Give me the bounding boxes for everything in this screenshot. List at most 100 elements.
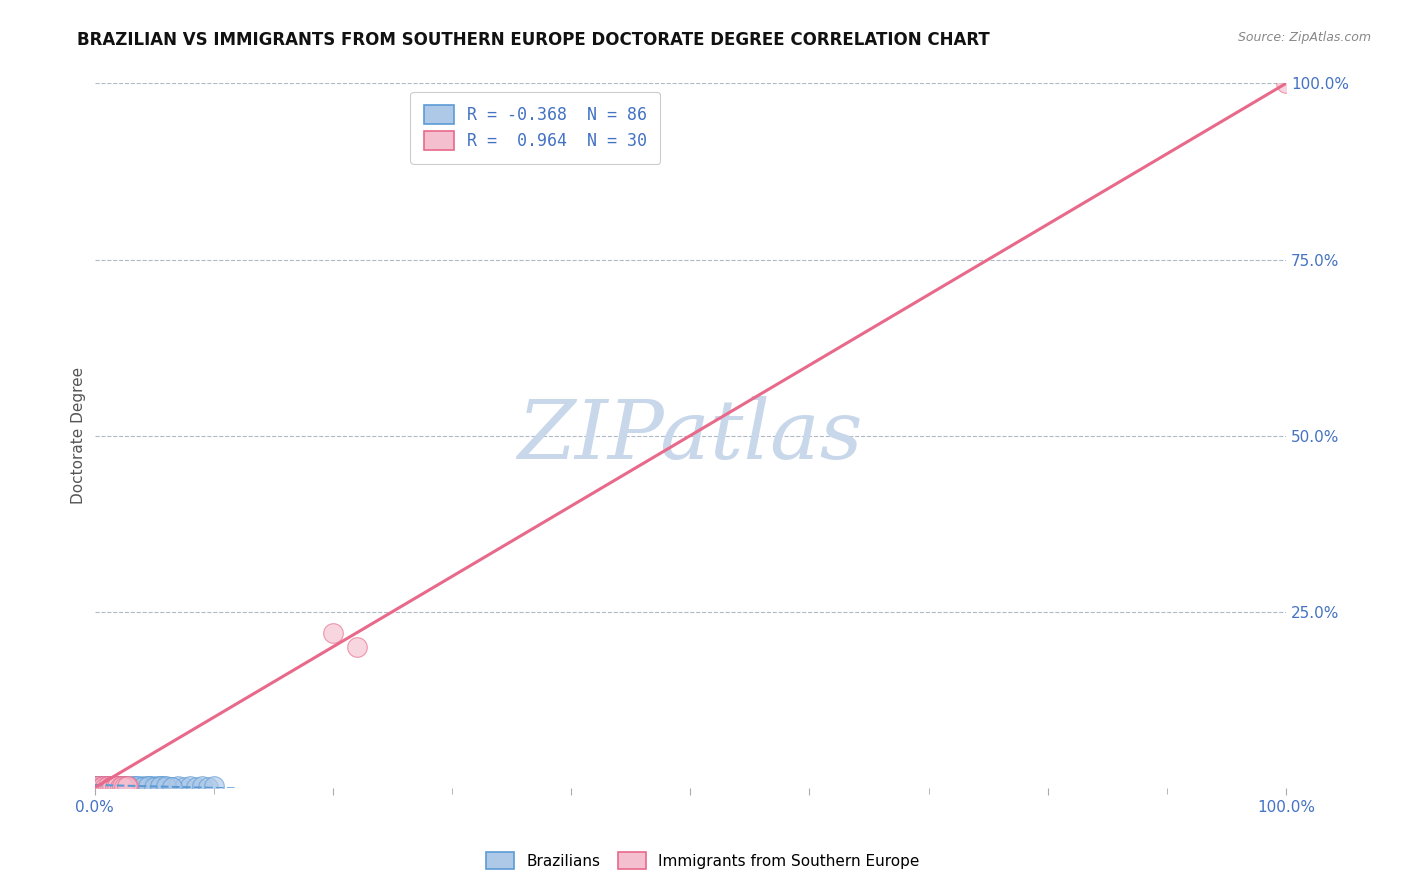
Point (111, 780, 134, 794)
Point (97, 779, 120, 793)
Point (131, 780, 153, 794)
Point (115, 780, 138, 794)
Point (107, 780, 129, 794)
Point (128, 780, 150, 794)
Point (114, 780, 136, 794)
Point (90, 779, 112, 793)
Point (111, 780, 134, 794)
Point (90, 780, 112, 794)
Point (90, 780, 112, 794)
Point (110, 780, 132, 794)
Point (197, 780, 219, 794)
Point (100, 780, 122, 794)
Point (160, 780, 183, 794)
Point (89, 780, 111, 794)
Point (105, 780, 128, 794)
Point (120, 780, 142, 794)
Point (191, 780, 214, 794)
Legend: R = -0.368  N = 86, R =  0.964  N = 30: R = -0.368 N = 86, R = 0.964 N = 30 (411, 92, 661, 163)
Text: BRAZILIAN VS IMMIGRANTS FROM SOUTHERN EUROPE DOCTORATE DEGREE CORRELATION CHART: BRAZILIAN VS IMMIGRANTS FROM SOUTHERN EU… (77, 31, 990, 49)
Point (125, 780, 148, 794)
Point (100, 780, 122, 794)
Point (136, 780, 159, 794)
Text: ZIPatlas: ZIPatlas (517, 395, 863, 475)
Point (112, 780, 135, 794)
Point (87, 779, 110, 793)
Point (179, 780, 201, 794)
Point (117, 780, 139, 794)
Point (101, 780, 124, 794)
Point (143, 780, 166, 794)
Point (90, 780, 112, 794)
Point (110, 780, 132, 794)
Point (90, 779, 112, 793)
Point (150, 780, 173, 794)
Point (138, 780, 160, 794)
Point (94, 780, 117, 794)
Point (94, 780, 117, 794)
Point (91, 779, 114, 793)
Point (104, 780, 127, 794)
Point (98, 780, 121, 794)
Point (84, 779, 107, 793)
Point (145, 780, 167, 794)
Point (93, 780, 115, 794)
Point (90, 780, 112, 794)
Point (107, 779, 129, 793)
Point (90, 780, 112, 794)
Point (108, 780, 131, 794)
Point (96, 779, 118, 793)
Point (93, 780, 115, 794)
Point (91, 780, 114, 794)
Point (86, 780, 108, 794)
Point (105, 780, 128, 794)
Text: Source: ZipAtlas.com: Source: ZipAtlas.com (1237, 31, 1371, 45)
Point (160, 780, 183, 794)
Point (87, 780, 110, 794)
Point (97, 780, 120, 794)
Point (97, 780, 120, 794)
Point (105, 780, 128, 794)
Point (155, 780, 177, 794)
Point (120, 780, 142, 794)
Point (108, 780, 131, 794)
Point (112, 780, 135, 794)
Point (202, 780, 225, 794)
Point (101, 780, 124, 794)
Point (136, 780, 159, 794)
Y-axis label: Doctorate Degree: Doctorate Degree (72, 367, 86, 504)
Point (91, 780, 114, 794)
Point (100, 780, 122, 794)
Point (110, 779, 132, 793)
Point (96, 780, 118, 794)
Point (322, 625, 344, 640)
Point (104, 780, 127, 794)
Point (107, 780, 129, 794)
Point (105, 780, 128, 794)
Point (124, 779, 146, 793)
Point (97, 780, 120, 794)
Point (91, 780, 114, 794)
Point (148, 780, 170, 794)
Point (173, 780, 195, 794)
Point (89, 780, 111, 794)
Point (114, 780, 136, 794)
Point (184, 780, 207, 794)
Point (167, 780, 190, 794)
Point (97, 780, 120, 794)
Point (117, 780, 139, 794)
Point (103, 780, 125, 794)
Point (108, 780, 131, 794)
Point (101, 780, 124, 794)
Point (152, 779, 174, 793)
Point (94, 780, 117, 794)
Point (112, 780, 135, 794)
Point (89, 779, 111, 793)
Point (98, 780, 121, 794)
Point (149, 780, 172, 794)
Point (121, 780, 143, 794)
Point (105, 780, 128, 794)
Point (111, 780, 134, 794)
Point (97, 780, 120, 794)
Point (127, 780, 149, 794)
